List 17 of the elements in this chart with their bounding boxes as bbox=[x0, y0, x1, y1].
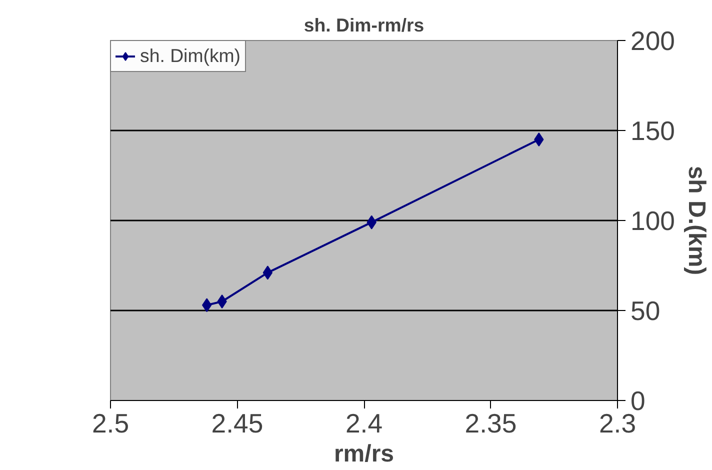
x-tick-label: 2.5 bbox=[92, 408, 130, 438]
legend-label: sh. Dim(km) bbox=[140, 45, 241, 67]
chart-title: sh. Dim-rm/rs bbox=[304, 14, 424, 36]
y-tick-label: 150 bbox=[630, 116, 675, 146]
point bbox=[202, 298, 212, 312]
point bbox=[217, 294, 227, 308]
x-tick-label: 2.3 bbox=[598, 408, 636, 438]
x-axis-title: rm/rs bbox=[334, 440, 394, 468]
point bbox=[534, 132, 544, 146]
x-tick-label: 2.4 bbox=[345, 408, 383, 438]
y-tick-label: 50 bbox=[630, 296, 660, 326]
y-tick-label: 200 bbox=[630, 26, 675, 56]
y-tick-label: 100 bbox=[630, 206, 675, 236]
x-tick-label: 2.45 bbox=[211, 408, 264, 438]
x-tick-label: 2.35 bbox=[464, 408, 517, 438]
point bbox=[262, 266, 273, 280]
y-axis-title: sh D.(km) bbox=[682, 166, 710, 276]
